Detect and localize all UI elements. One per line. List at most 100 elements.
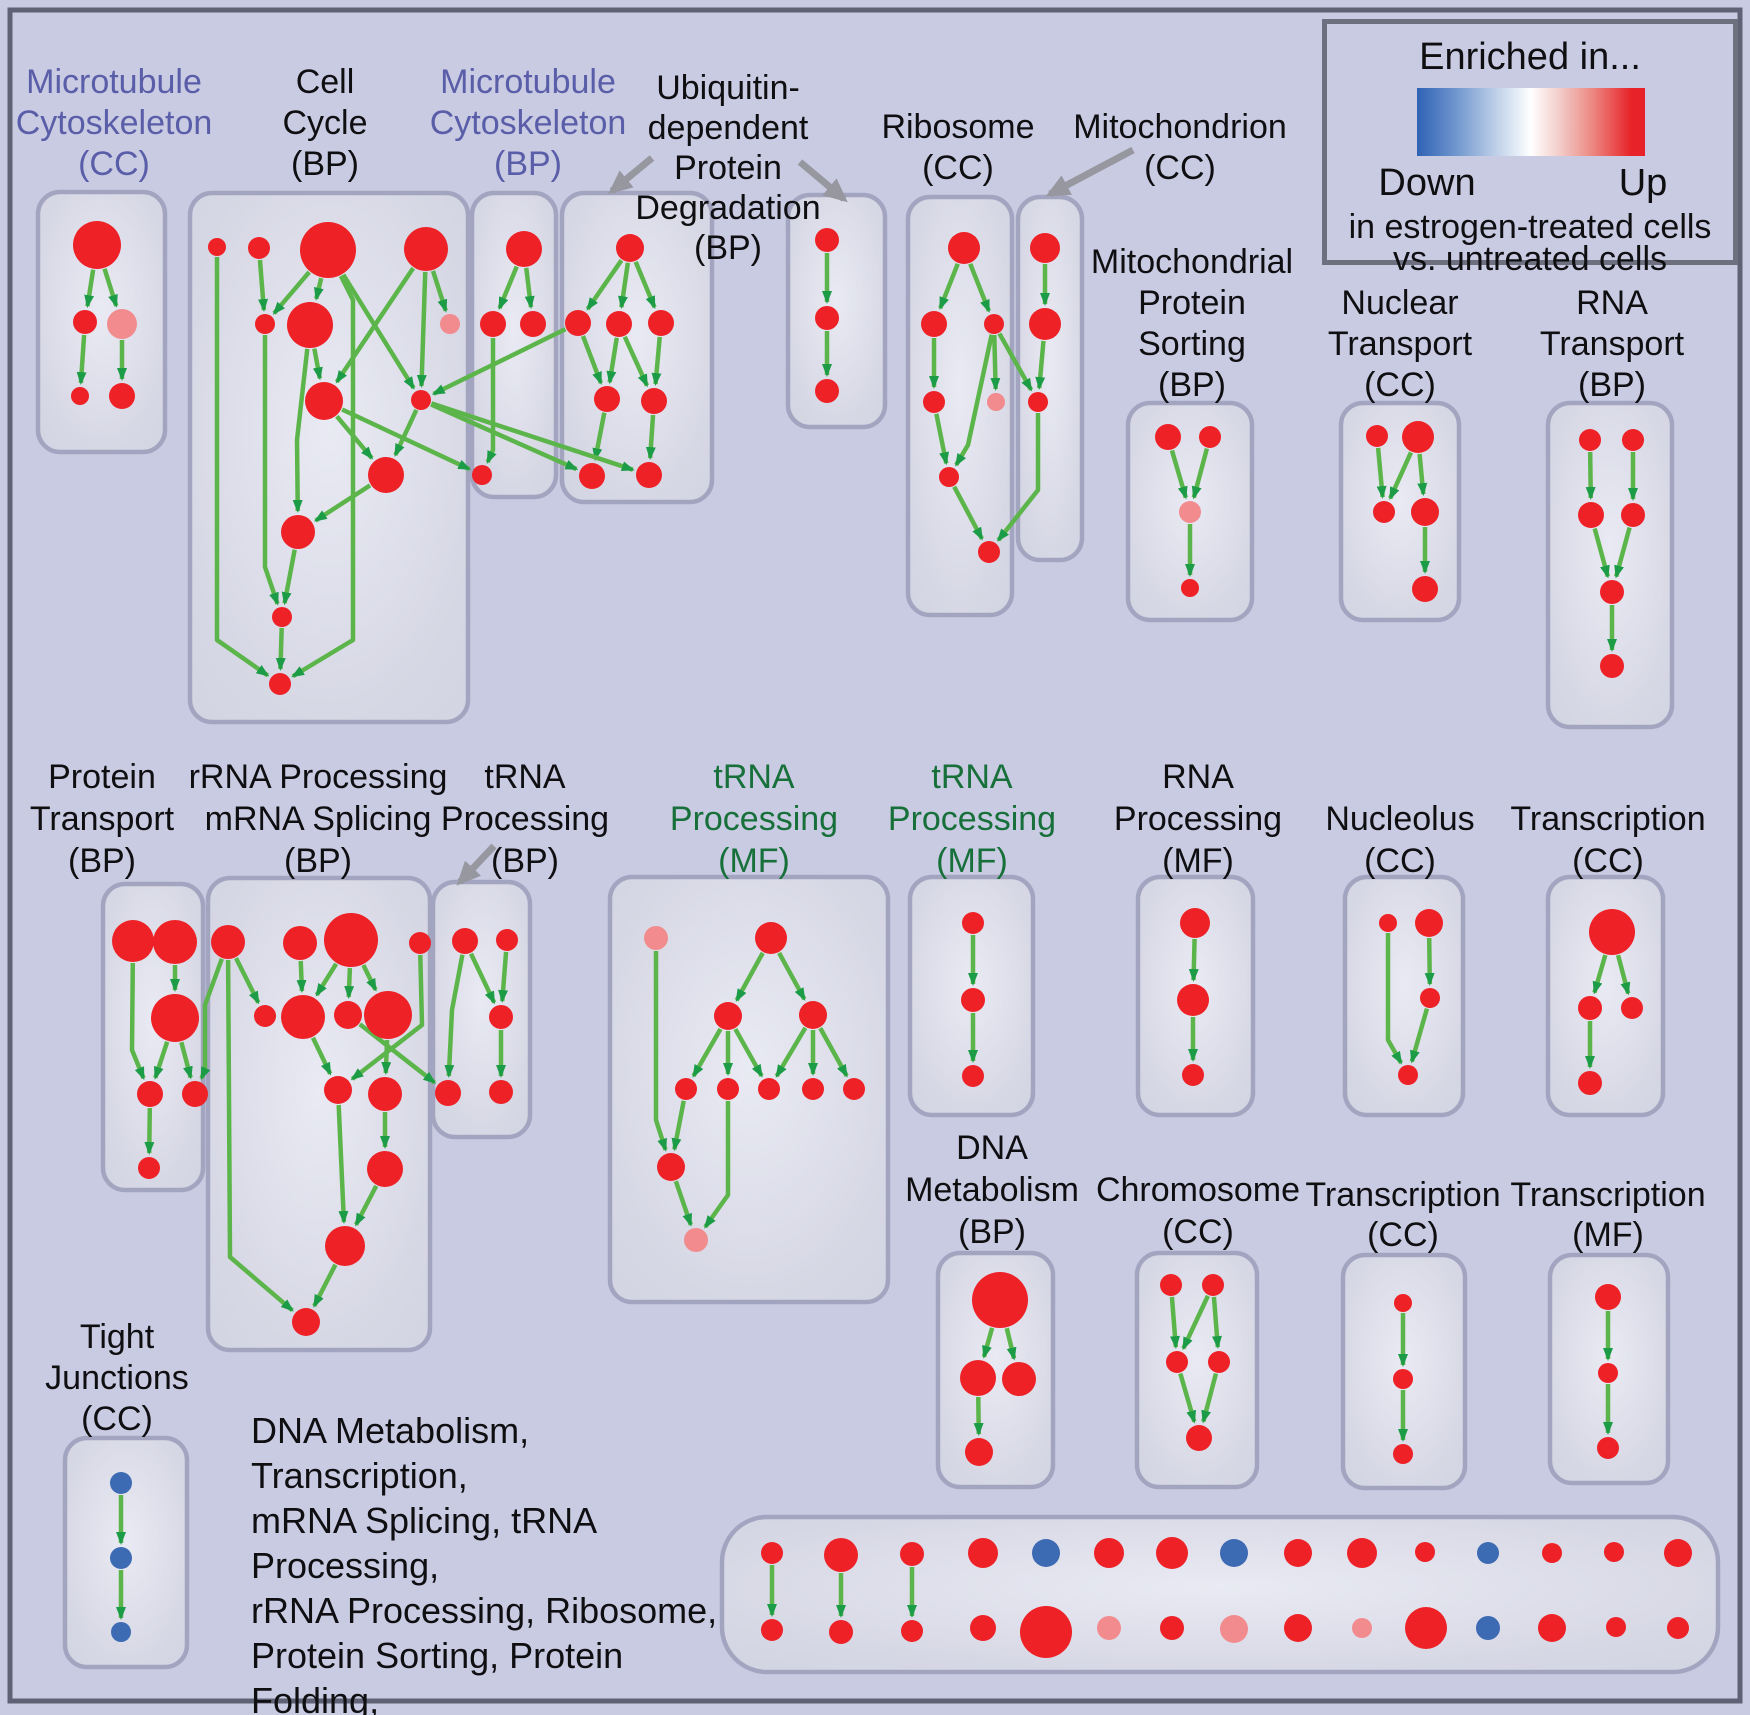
edge: [592, 412, 607, 462]
edge: [468, 952, 497, 1005]
node-trna_mf1-f2: [714, 1002, 742, 1030]
edge: [341, 407, 472, 472]
node-overflow-b14: [1667, 1617, 1689, 1639]
node-trna_bp-tb3: [435, 1080, 461, 1106]
node-chromosome-k0: [1160, 1274, 1182, 1296]
edge: [281, 549, 297, 606]
node-ribosome-r1: [921, 311, 947, 337]
node-transcription_mf-z1: [1598, 1363, 1618, 1383]
node-protein_transport-p3: [137, 1081, 163, 1107]
node-nuclear_transport-t2: [1373, 501, 1395, 523]
edge: [774, 1026, 808, 1078]
edge: [358, 1022, 437, 1085]
node-ribosome-r6: [978, 541, 1000, 563]
edge: [1409, 1007, 1430, 1064]
edge: [76, 334, 87, 386]
node-rna_transport-q2: [1578, 502, 1604, 528]
edge: [485, 338, 497, 465]
edge: [296, 960, 307, 994]
node-trna_mf2-g0: [962, 912, 984, 934]
edge: [234, 957, 261, 1005]
node-overflow-t8: [1284, 1539, 1312, 1567]
node-chromosome-k1: [1202, 1274, 1224, 1296]
edge: [153, 1041, 170, 1080]
node-rna_proc_mf-h1: [1177, 984, 1209, 1016]
node-cell_cycle-c7: [305, 382, 343, 420]
node-transcription_mf-z0: [1595, 1284, 1621, 1310]
cluster-box-ubiquitin: [559, 190, 715, 505]
edge: [257, 259, 269, 313]
edge: [1592, 954, 1608, 995]
node-overflow-b8: [1284, 1614, 1312, 1642]
legend-subtitle-line1: in estrogen-treated cells: [1348, 208, 1712, 246]
node-overflow-t0: [761, 1542, 783, 1564]
node-protein_transport-p2: [151, 994, 199, 1042]
edge: [1004, 1327, 1017, 1361]
node-ribosome-r2: [984, 314, 1004, 334]
legend-subtitle-line2: vs. untreated cells: [1392, 240, 1668, 278]
node-trna_mf1-f0: [644, 926, 668, 950]
node-overflow-t13: [1604, 1542, 1624, 1562]
edge: [312, 1263, 338, 1308]
node-mito_sorting-s3: [1181, 579, 1199, 597]
node-ribosome-r4: [987, 393, 1005, 411]
edge: [651, 336, 662, 387]
cluster-box-rna_transport: [1545, 400, 1675, 730]
edge: [673, 1180, 693, 1227]
edge: [671, 1100, 686, 1152]
edge: [645, 414, 656, 461]
node-cell_cycle-c1: [248, 237, 270, 259]
node-ribosome-r0: [948, 232, 980, 264]
node-trna_mf1-f8: [843, 1078, 865, 1100]
edge: [102, 268, 119, 308]
node-nucleolus-nl0: [1379, 914, 1397, 932]
node-overflow-b5: [1097, 1616, 1121, 1640]
edge: [1385, 933, 1404, 1065]
node-cell_cycle-c5: [287, 302, 333, 348]
edge: [1417, 453, 1428, 497]
network-nodes: [71, 221, 1692, 1658]
node-trna_mf1-f9: [657, 1153, 685, 1181]
node-ubiquitin-u3: [648, 310, 674, 336]
node-protein_transport-p0: [112, 920, 154, 962]
node-trna_mf1-f6: [758, 1078, 780, 1100]
legend-up-label: Up: [1618, 162, 1668, 204]
edge: [341, 273, 416, 390]
edge: [1188, 938, 1199, 983]
node-overflow-b11: [1476, 1616, 1500, 1640]
node-chromosome-k3: [1208, 1351, 1230, 1373]
node-overflow-t7: [1220, 1539, 1248, 1567]
node-trna_mf1-f7: [802, 1078, 824, 1100]
node-rrna-rr_c: [324, 913, 378, 967]
node-overflow-t1: [824, 1538, 858, 1572]
edge: [313, 483, 372, 523]
node-overflow-t5: [1094, 1538, 1124, 1568]
edge: [633, 261, 657, 310]
edge: [968, 262, 991, 313]
edge: [997, 332, 1034, 392]
edge: [144, 1107, 155, 1156]
node-trna_mf1-f4: [675, 1078, 697, 1100]
label-pointer-arrow-1: [797, 159, 848, 203]
node-overflow-t10: [1415, 1542, 1435, 1562]
edge: [1169, 1296, 1180, 1350]
node-overflow-t9: [1347, 1538, 1377, 1568]
cluster-box-nucleolus: [1342, 874, 1466, 1118]
edge: [262, 335, 280, 606]
cluster-boxes: [35, 189, 1721, 1675]
node-trna_mf2-g1: [961, 988, 985, 1012]
node-ubiquitin-u0: [616, 234, 644, 262]
node-rrna-rr_e: [254, 1005, 276, 1027]
edge: [498, 951, 509, 1004]
edge: [585, 259, 624, 311]
edge: [777, 951, 807, 1001]
annotation-arrows: [456, 146, 1135, 886]
edge: [606, 337, 620, 385]
node-rna_transport-q5: [1600, 654, 1624, 678]
edge: [1178, 1372, 1197, 1424]
edge: [1035, 340, 1046, 391]
node-rrna-rr_a: [211, 925, 245, 959]
node-overflow-b7: [1220, 1615, 1248, 1643]
